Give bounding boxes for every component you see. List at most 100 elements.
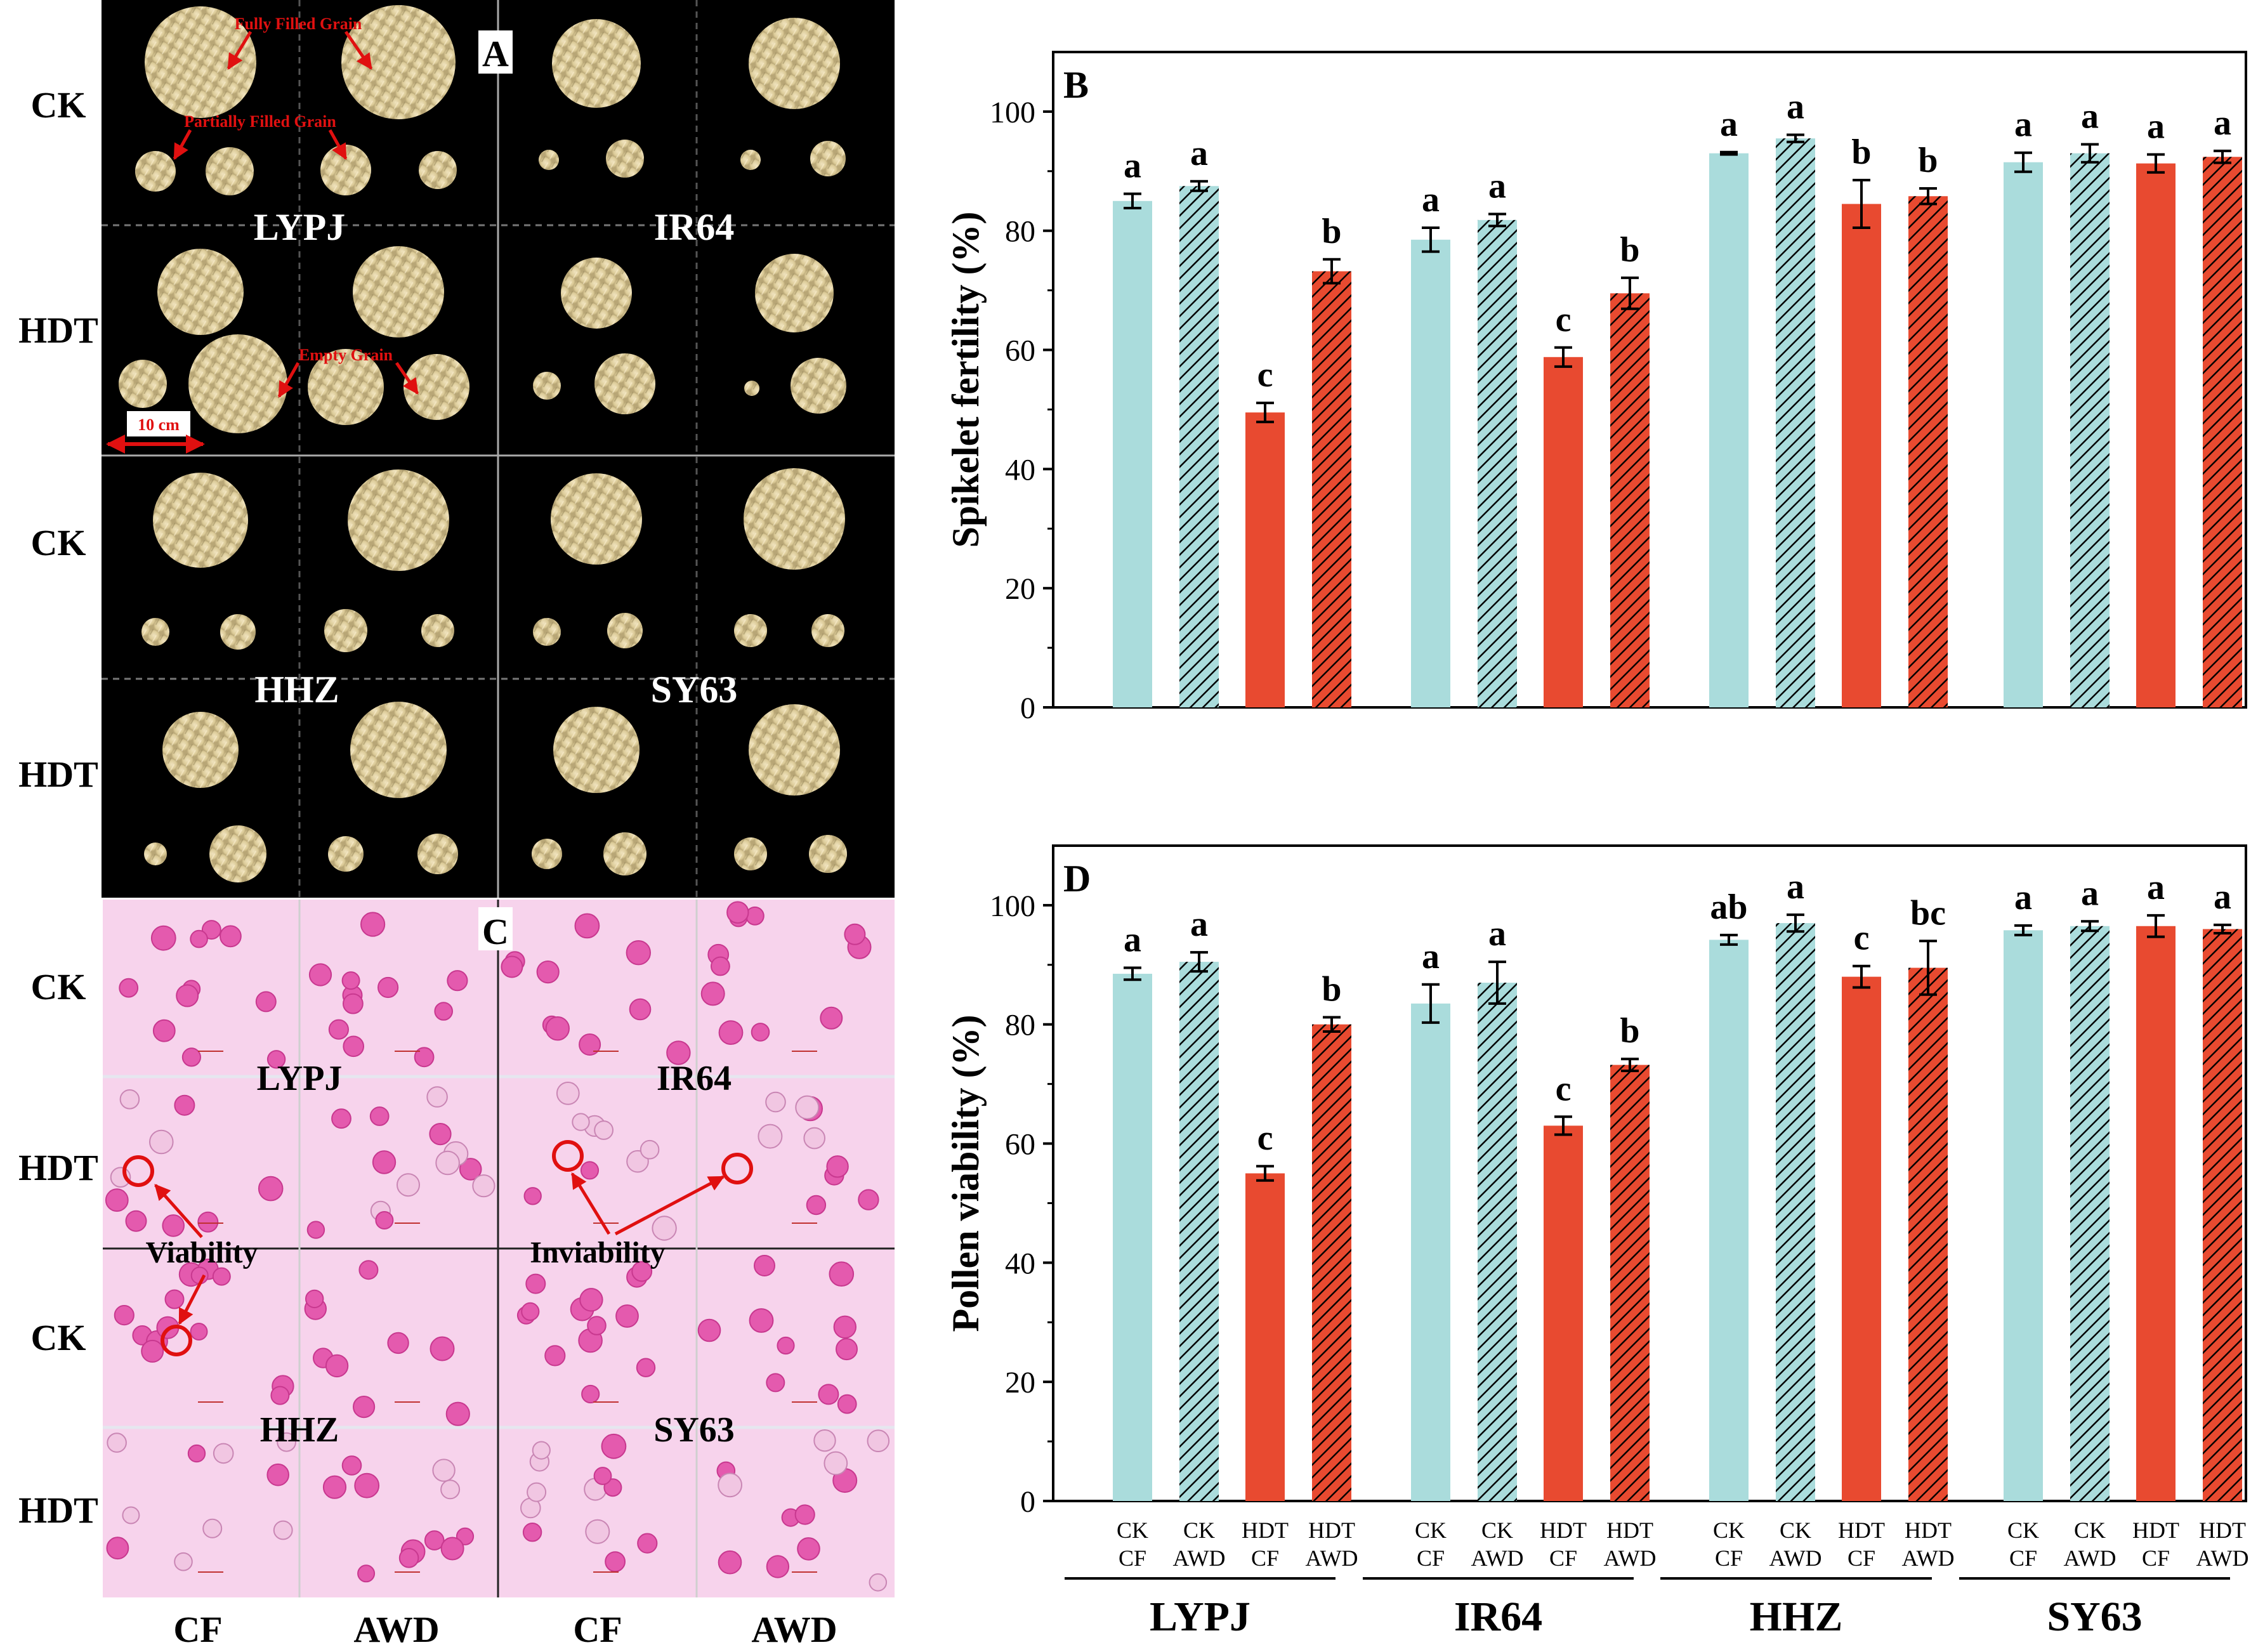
pollen-grain <box>445 1401 470 1426</box>
x-tick-label: CF <box>2009 1545 2037 1571</box>
pollen-grain <box>107 1432 127 1453</box>
pollen-grain <box>522 1523 542 1542</box>
pollen-grain <box>152 1019 176 1042</box>
pollen-grain <box>754 1255 775 1276</box>
pollen-grain <box>545 1016 570 1041</box>
x-tick-label: AWD <box>1901 1545 1954 1571</box>
x-tick-label: CK <box>1117 1518 1148 1543</box>
pollen-grain <box>869 1573 888 1592</box>
bar-hatch <box>2070 153 2110 708</box>
column-label-cf-2: CF <box>573 1609 622 1650</box>
pollen-grain <box>114 1305 135 1326</box>
annotation-fully-filled: Fully Filled Grain <box>235 15 362 33</box>
pollen-grain <box>824 1451 848 1476</box>
x-tick-label: HDT <box>1606 1518 1653 1543</box>
pollen-grain <box>758 1124 783 1149</box>
significance-letter: a <box>2147 107 2165 147</box>
pollen-grain <box>266 1050 286 1069</box>
pollen-grain <box>213 1443 234 1464</box>
bar-hatch <box>1312 271 1351 707</box>
significance-letter: a <box>1787 867 1804 907</box>
pollen-grain <box>440 1537 464 1561</box>
pollen-grain <box>197 1211 219 1233</box>
significance-letter: b <box>1620 1011 1639 1051</box>
grain-pile <box>749 18 840 109</box>
pollen-grain <box>637 1533 658 1554</box>
bar <box>1842 976 1881 1501</box>
x-tick-label: CF <box>1549 1545 1577 1571</box>
column-label-awd-2: AWD <box>751 1609 837 1650</box>
pollen-grain <box>751 1023 770 1042</box>
pollen-grain <box>766 1373 785 1393</box>
pollen-grain <box>818 1384 839 1405</box>
pollen-grain <box>867 1429 890 1452</box>
bar-hatch <box>1179 962 1219 1501</box>
significance-letter: a <box>1720 105 1738 144</box>
x-tick-label: AWD <box>1305 1545 1358 1571</box>
x-tick-label: CK <box>1713 1518 1745 1543</box>
grain-pile <box>157 249 244 335</box>
grain-pile <box>353 246 444 338</box>
grain-pile <box>220 614 256 650</box>
x-tick-label: CK <box>1780 1518 1811 1543</box>
pollen-grain <box>176 984 199 1007</box>
pollen-grain <box>430 1336 455 1361</box>
grain-pile <box>734 614 767 647</box>
pollen-grain <box>700 981 725 1006</box>
significance-letter: a <box>1190 905 1208 944</box>
x-tick-label: CF <box>1715 1545 1743 1571</box>
grain-pile <box>145 6 256 118</box>
pollen-grain <box>325 1354 349 1378</box>
y-tick-label: 100 <box>990 889 1035 923</box>
significance-letter: a <box>2214 103 2231 143</box>
pollen-grain <box>149 1129 174 1155</box>
pollen-grain <box>162 1214 185 1237</box>
significance-letter: a <box>1488 914 1506 954</box>
pollen-grain <box>357 1564 376 1583</box>
bar <box>1113 200 1152 708</box>
pollen-grain <box>397 1173 420 1197</box>
grain-pile <box>606 140 644 178</box>
bar-hatch <box>1610 293 1650 708</box>
grain-pile <box>119 360 167 408</box>
significance-letter: a <box>1124 921 1141 960</box>
bar <box>2136 926 2176 1501</box>
pollen-grain <box>212 1267 231 1286</box>
pollen-grain <box>306 1221 325 1239</box>
grain-pile <box>533 372 561 400</box>
pollen-grain <box>797 1537 820 1561</box>
grain-pile <box>744 468 845 570</box>
bar <box>1411 239 1450 708</box>
group-label: IR64 <box>1454 1594 1542 1640</box>
significance-letter: b <box>1851 133 1871 172</box>
bar-hatch <box>1776 138 1815 707</box>
x-tick-label: CF <box>1119 1545 1146 1571</box>
y-tick-label: 40 <box>1005 453 1035 487</box>
panel-a-cultivar-ir64: IR64 <box>654 206 735 248</box>
annotation-empty: Empty Grain <box>299 346 393 364</box>
grain-pile <box>810 141 846 176</box>
significance-letter: a <box>2147 868 2165 907</box>
x-tick-label: HDT <box>1308 1518 1355 1543</box>
pollen-grain <box>353 1396 376 1419</box>
x-tick-label: HDT <box>1838 1518 1885 1543</box>
group-label: SY63 <box>2047 1594 2142 1640</box>
pollen-grain <box>556 1082 580 1105</box>
x-tick-label: CF <box>2142 1545 2170 1571</box>
grain-pile <box>153 473 248 568</box>
significance-letter: a <box>1422 937 1440 976</box>
pollen-grain <box>258 1176 284 1202</box>
grain-pile <box>749 704 840 796</box>
pollen-grain <box>398 1548 419 1568</box>
significance-letter: b <box>1918 141 1938 180</box>
y-tick-label: 100 <box>990 96 1035 129</box>
pollen-grain <box>521 1302 540 1321</box>
pollen-grain <box>354 1472 380 1498</box>
pollen-grain <box>119 978 139 998</box>
panel-c-cultivar-hhz: HHZ <box>260 1410 339 1450</box>
x-tick-label: AWD <box>1603 1545 1656 1571</box>
pollen-grain <box>372 1150 397 1174</box>
grain-pile <box>607 613 643 648</box>
pollen-grain <box>164 1289 185 1309</box>
grain-pile <box>755 254 834 332</box>
